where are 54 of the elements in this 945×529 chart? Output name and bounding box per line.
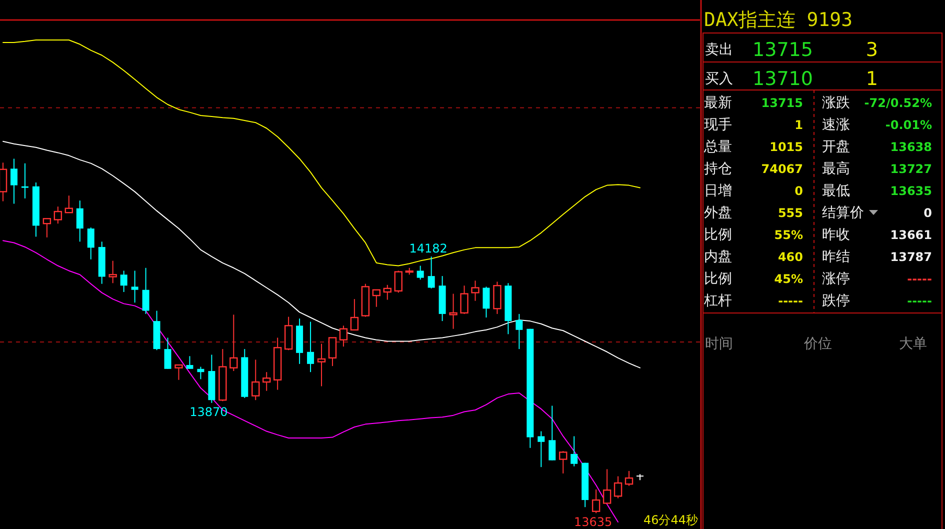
text: 1015 <box>770 140 803 154</box>
text: 74067 <box>761 162 803 176</box>
annotation: 13870 <box>190 404 228 419</box>
text: 买入 <box>705 71 733 87</box>
text: 昨收 <box>822 227 850 243</box>
text: -0.01% <box>885 118 932 132</box>
text: 1 <box>866 68 878 90</box>
text: 1 <box>794 118 803 132</box>
text: 杠杆 <box>703 293 732 309</box>
text: 昨结 <box>822 249 850 265</box>
text: 卖出 <box>705 42 733 58</box>
text: 日增 <box>704 183 732 199</box>
text: ----- <box>907 272 932 286</box>
text: 最低 <box>822 183 850 199</box>
text: 13635 <box>890 184 932 198</box>
text: 0 <box>794 184 803 198</box>
text: 涨跌 <box>822 95 850 111</box>
text: ----- <box>907 294 932 308</box>
text: 时间 <box>705 336 733 352</box>
text: 外盘 <box>704 205 732 221</box>
text: 比例 <box>704 227 732 243</box>
text: 现手 <box>704 117 732 133</box>
text: 比例 <box>704 271 732 287</box>
text: 涨停 <box>822 271 850 287</box>
text: 价位 <box>803 336 832 352</box>
text: 0 <box>924 206 932 220</box>
text: ----- <box>778 294 804 308</box>
text: 555 <box>778 206 803 220</box>
text: 13787 <box>890 250 932 264</box>
text: 13710 <box>752 68 813 90</box>
text: 45% <box>774 272 803 286</box>
text: 55% <box>774 228 803 242</box>
text: 总量 <box>703 139 732 155</box>
text: 开盘 <box>822 139 850 155</box>
text: 结算价 <box>822 205 864 221</box>
text: 13638 <box>890 140 932 154</box>
annotation: 14182 <box>409 242 448 256</box>
text: 13727 <box>890 162 932 176</box>
text: 3 <box>866 39 878 61</box>
annotation: 13635 <box>574 515 612 529</box>
annotation: 46分44秒 <box>643 513 698 527</box>
text: 最新 <box>704 95 732 111</box>
text: 13715 <box>752 39 813 61</box>
text: 最高 <box>822 161 850 177</box>
text: 持仓 <box>704 161 732 177</box>
text: 13715 <box>761 96 803 110</box>
text: 跌停 <box>822 293 850 309</box>
text: 13661 <box>890 228 932 242</box>
text: 速涨 <box>822 117 850 133</box>
text: 460 <box>778 250 803 264</box>
text: 内盘 <box>704 249 732 265</box>
text: -72/0.52% <box>864 96 932 110</box>
text: DAX指主连 9193 <box>704 9 853 31</box>
text: 大单 <box>899 336 927 352</box>
